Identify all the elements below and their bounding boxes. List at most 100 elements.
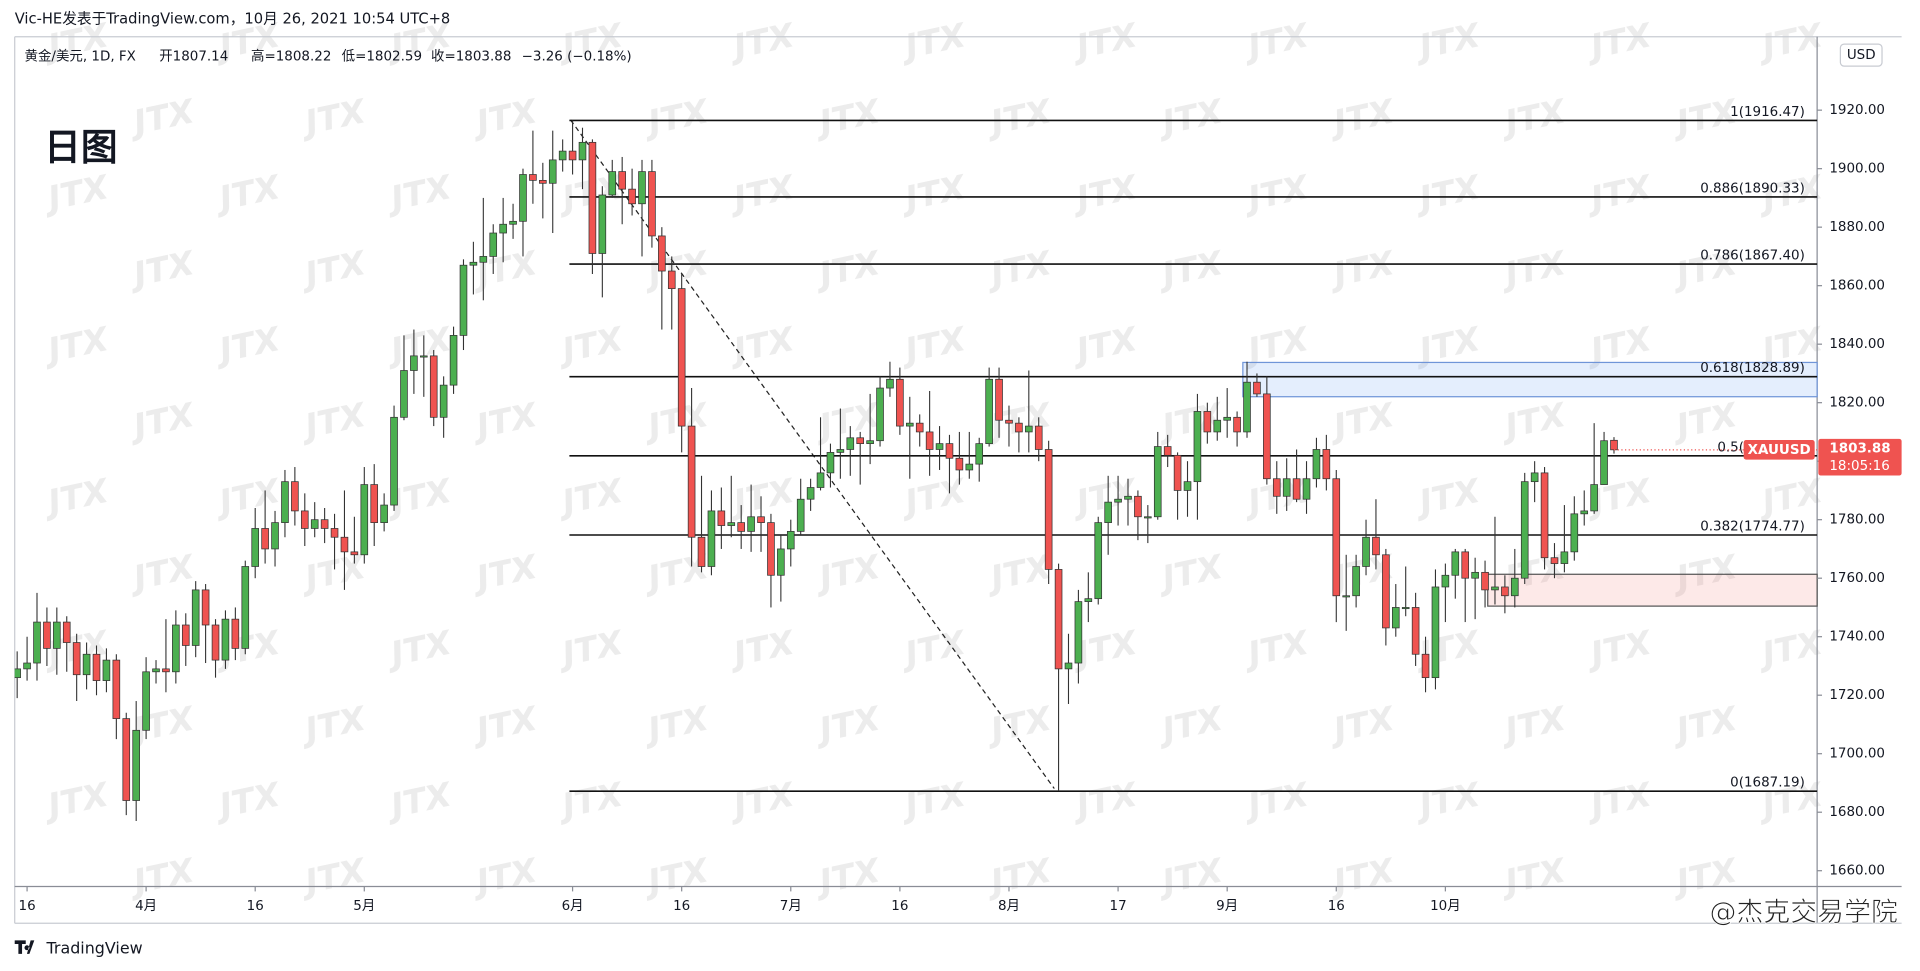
currency-button[interactable] — [1839, 43, 1883, 67]
candle-body — [1094, 522, 1103, 600]
candle-body — [1590, 484, 1598, 512]
candle-body — [410, 355, 418, 371]
currency-label[interactable]: USD — [1847, 48, 1876, 63]
candle-body — [1134, 495, 1142, 518]
ohlc-close: 收=1803.88 — [431, 48, 511, 64]
tradingview-logo — [14, 940, 35, 954]
candle-body — [14, 668, 21, 679]
x-tick-label: 5月 — [353, 899, 375, 914]
candle-body — [429, 355, 438, 418]
y-tick-label: 1740.00 — [1829, 630, 1885, 645]
candle-body — [1511, 577, 1519, 597]
publisher: Vic-HE发表于TradingView.com，10月 26, 2021 10… — [15, 11, 451, 28]
symbol-tag — [1743, 440, 1815, 460]
candle-body — [886, 378, 894, 389]
candle-body — [638, 171, 646, 205]
candle-body — [717, 510, 726, 526]
brand: TradingView — [46, 938, 143, 957]
candle-body — [1282, 478, 1291, 497]
candle-body — [677, 288, 686, 427]
x-tick-label: 4月 — [135, 899, 157, 914]
candle-body — [816, 472, 825, 488]
fib-label: 0.786(1867.40) — [1700, 248, 1805, 263]
candle-body — [985, 378, 993, 445]
logo-mark — [14, 940, 35, 954]
candle-body — [1034, 425, 1043, 450]
y-tick-label: 1700.00 — [1829, 747, 1885, 762]
candle-body — [1272, 478, 1281, 497]
chart-title: 日图 — [44, 126, 117, 169]
y-tick-label: 1900.00 — [1829, 162, 1885, 177]
candle-body — [1173, 454, 1182, 491]
countdown-label: 18:05:16 — [1829, 459, 1889, 474]
candle-body — [806, 487, 815, 500]
candle-body — [955, 457, 964, 471]
candle-body — [1213, 419, 1222, 433]
candle-body — [152, 668, 160, 673]
candle-body — [211, 624, 220, 661]
x-tick-label: 16 — [891, 899, 908, 914]
candle-body — [648, 171, 656, 237]
y-tick-label: 1780.00 — [1829, 513, 1885, 528]
candle-body — [1352, 566, 1360, 597]
candle-body — [1163, 446, 1172, 456]
candle-body — [479, 256, 488, 263]
candle-body — [360, 484, 369, 556]
candle-body — [72, 642, 81, 676]
candle-body — [1183, 481, 1192, 491]
candle-body — [1144, 516, 1152, 519]
candle-body — [975, 443, 984, 465]
candle-body — [1044, 449, 1053, 570]
candle-body — [757, 516, 765, 523]
x-tick-label: 6月 — [562, 899, 584, 914]
candle-body — [777, 548, 785, 576]
x-tick-label: 10月 — [1430, 899, 1461, 914]
candle-body — [449, 335, 458, 386]
candle-body — [995, 378, 1003, 421]
candle-body — [667, 270, 676, 289]
candle-body — [1451, 551, 1460, 576]
candle-body — [231, 618, 240, 649]
candle-body — [300, 510, 309, 529]
candle-body — [608, 171, 617, 196]
candle-body — [1124, 495, 1132, 500]
candle-body — [697, 536, 706, 567]
fib-label: 0(1687.19) — [1730, 776, 1805, 791]
x-tick-label: 16 — [1328, 899, 1345, 914]
candle-body — [1054, 569, 1063, 670]
candle-body — [568, 150, 577, 161]
ohlc-open: 开1807.14 — [159, 49, 228, 64]
candle-body — [796, 498, 805, 532]
candle-body — [707, 510, 716, 567]
candle-body — [162, 668, 170, 673]
candle-body — [1253, 381, 1261, 395]
candle-body — [1233, 416, 1241, 433]
candle-body — [439, 384, 448, 418]
candle-body — [1084, 598, 1093, 602]
candle-body — [965, 463, 974, 471]
candle-body — [896, 378, 904, 427]
supply-zone — [1242, 361, 1818, 398]
y-tick-label: 1720.00 — [1829, 688, 1885, 703]
candle-body — [489, 232, 498, 257]
x-tick-label: 16 — [19, 899, 36, 914]
fib-label: 0.618(1828.89) — [1700, 361, 1805, 376]
candle-body — [310, 519, 319, 529]
candle-body — [1243, 381, 1251, 433]
candle-body — [330, 528, 339, 538]
candle-body — [62, 621, 71, 643]
candle-body — [499, 223, 507, 234]
candle-body — [122, 718, 131, 801]
candle-body — [23, 662, 31, 670]
x-tick-label: 16 — [673, 899, 690, 914]
candle-body — [529, 174, 537, 181]
candle-body — [1391, 607, 1400, 629]
candle-body — [826, 452, 835, 474]
candle-body — [1064, 662, 1073, 670]
candle-body — [1560, 551, 1569, 564]
candle-body — [1104, 501, 1112, 523]
x-tick-label: 7月 — [780, 899, 802, 914]
candle-body — [1481, 571, 1489, 591]
fib-label: 0.382(1774.77) — [1700, 519, 1805, 534]
